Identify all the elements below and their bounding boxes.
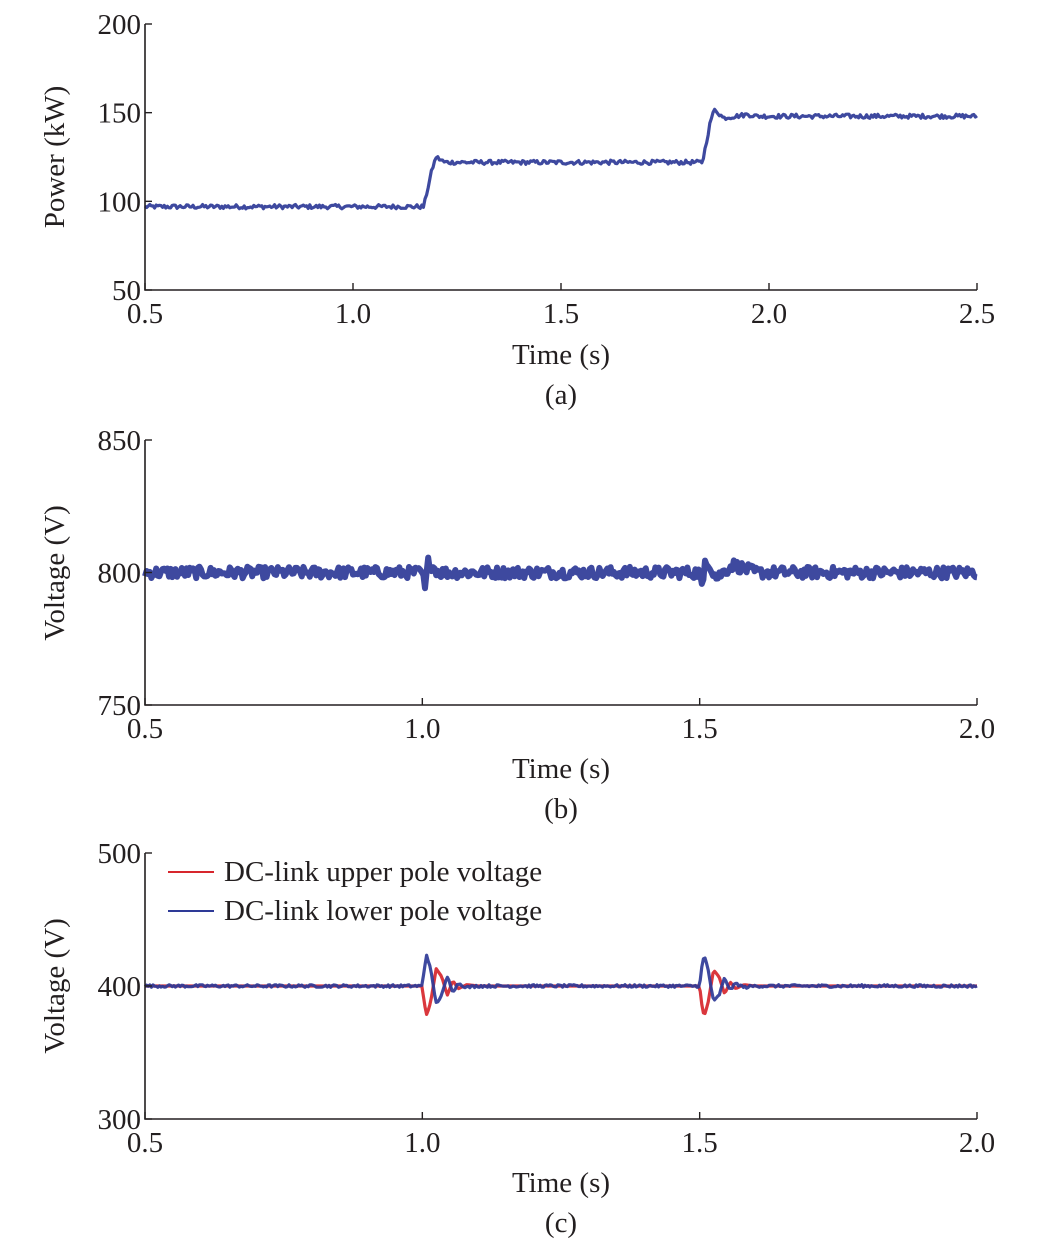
panel-a-x-axis-title: Time (s) [512,339,610,371]
panel-a-axes [144,24,977,291]
panel-c-legend: DC-link upper pole voltage DC-link lower… [168,856,542,927]
panel-b-y-tick-label: 850 [98,425,142,457]
panel-c-y-tick-label: 500 [98,838,142,870]
panel-a: 0.5 1.0 1.5 2.0 2.5 50 100 150 200 Time (s) Powe… [39,9,995,411]
panel-b-y-axis-title: Voltage (V) [39,505,71,641]
panel-b-plot-area [142,554,979,592]
panel-c-y-tick-label: 300 [98,1104,142,1136]
legend-label-upper: DC-link upper pole voltage [224,856,542,888]
panel-a-y-tick-label: 200 [98,9,142,41]
panel-c-ticks: 0.5 1.0 1.5 2.0 300 400 500 [98,838,996,1159]
panel-c-x-tick-label: 2.0 [959,1127,995,1159]
panel-a-y-tick-label: 150 [98,98,142,130]
panel-a-x-tick-label: 2.0 [751,298,787,330]
panel-b-y-tick-label: 800 [98,558,142,590]
panel-c-x-tick-label: 1.5 [682,1127,718,1159]
panel-a-y-tick-label: 100 [98,186,142,218]
panel-a-series-line-1 [143,107,978,211]
panel-c-plot-area [143,953,978,1017]
panel-c-y-tick-label: 400 [98,971,142,1003]
panel-b: 0.5 1.0 1.5 2.0 750 800 850 Time (s) Voltage (… [39,425,995,825]
panel-c: 0.5 1.0 1.5 2.0 300 400 500 Time (s) Voltage (… [39,838,995,1239]
panel-a-y-tick-label: 50 [112,275,141,307]
panel-b-y-tick-label: 750 [98,690,142,722]
panel-a-ticks: 0.5 1.0 1.5 2.0 2.5 50 100 150 200 [98,9,996,330]
panel-c-x-axis-title: Time (s) [512,1167,610,1199]
panel-c-x-tick-label: 1.0 [404,1127,440,1159]
panel-b-x-tick-label: 2.0 [959,713,995,745]
panel-c-y-axis-title: Voltage (V) [39,918,71,1054]
panel-a-x-tick-label: 1.0 [335,298,371,330]
panel-b-series-line-1 [142,554,979,592]
panel-b-x-tick-label: 1.0 [404,713,440,745]
panel-b-label: (b) [544,793,578,825]
panel-a-label: (a) [545,379,577,411]
panel-a-x-tick-label: 2.5 [959,298,995,330]
panel-a-y-axis-title: Power (kW) [39,86,71,229]
panel-b-ticks: 0.5 1.0 1.5 2.0 750 800 850 [98,425,996,745]
panel-c-series-line-1 [145,967,978,1017]
panel-a-x-tick-label: 0.5 [127,298,163,330]
panel-c-x-tick-label: 0.5 [127,1127,163,1159]
panel-a-x-tick-label: 1.5 [543,298,579,330]
panel-b-x-tick-label: 0.5 [127,713,163,745]
legend-label-lower: DC-link lower pole voltage [224,895,542,927]
panel-c-series-line-2 [143,953,978,1005]
panel-b-x-tick-label: 1.5 [682,713,718,745]
panel-b-x-axis-title: Time (s) [512,753,610,785]
panel-c-label: (c) [545,1207,577,1239]
panel-a-plot-area [143,107,978,211]
